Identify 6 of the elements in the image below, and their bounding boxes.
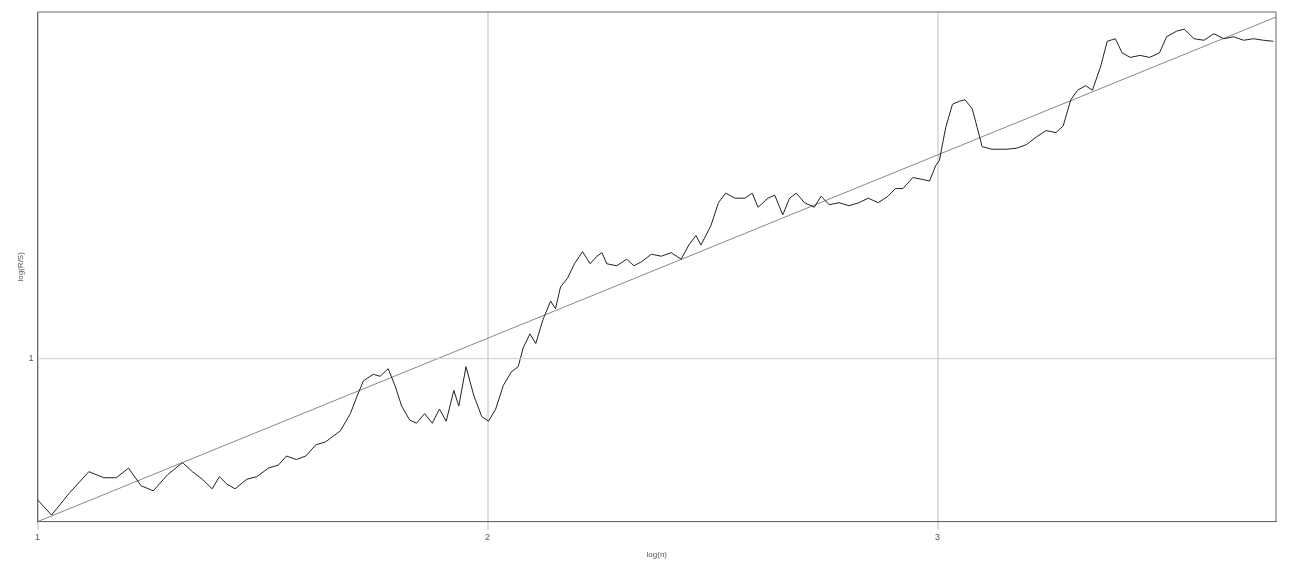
x-tick-label: 1 — [35, 532, 41, 543]
x-tick-label: 2 — [485, 532, 491, 543]
text: 1 — [28, 353, 34, 364]
y-axis-title: log(R/S) — [16, 251, 25, 282]
x-tick-label: 3 — [935, 532, 941, 543]
x-axis-title: log(n) — [646, 550, 668, 560]
